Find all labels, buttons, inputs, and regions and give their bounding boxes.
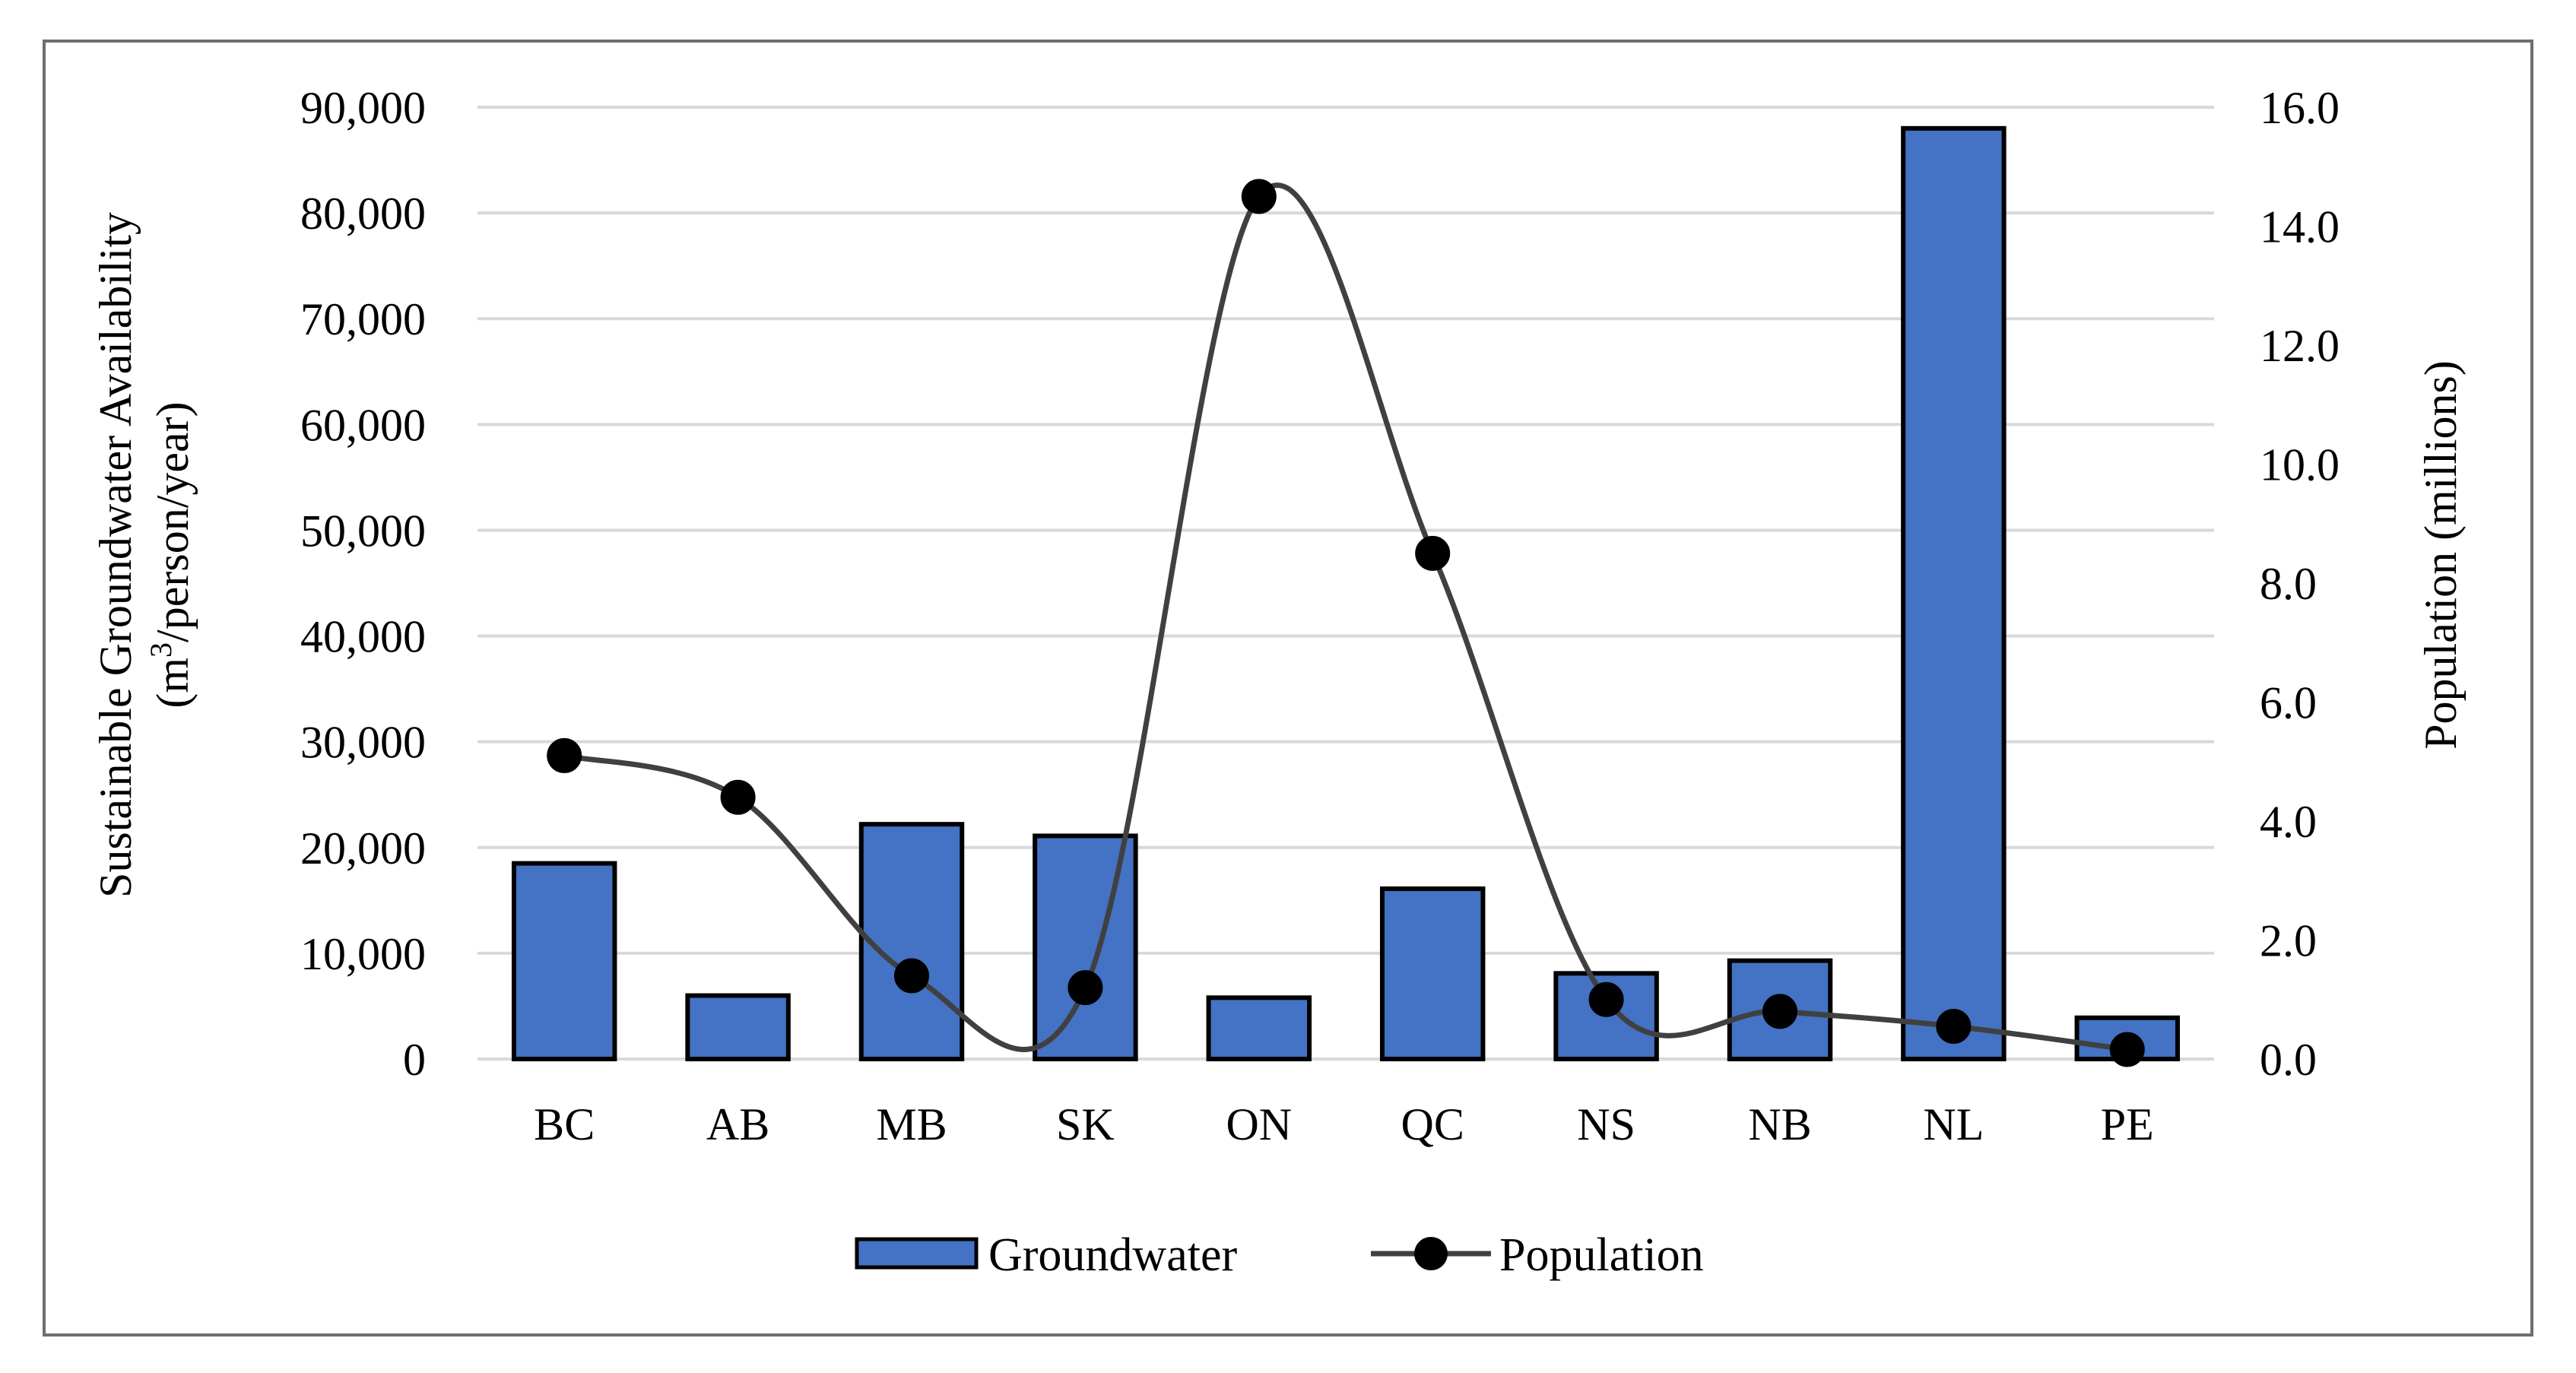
- legend-population-label: Population: [1499, 1229, 1704, 1281]
- bar-groundwater-on: [1206, 995, 1312, 1061]
- y-right-tick-label: 12.0: [2260, 321, 2340, 371]
- y-left-tick-label: 90,000: [300, 83, 426, 133]
- bar-groundwater-qc: [1379, 886, 1486, 1062]
- legend-groundwater-label: Groundwater: [988, 1229, 1237, 1281]
- y-right-tick-label: 4.0: [2260, 797, 2317, 847]
- y-right-tick-label: 2.0: [2260, 916, 2317, 966]
- y-left-tick-label: 10,000: [300, 929, 426, 979]
- y-left-axis-title-prefix: (m: [148, 658, 198, 709]
- bar-groundwater-bc: [511, 861, 617, 1061]
- marker-population-nb: [1762, 994, 1797, 1029]
- bar-groundwater-ab: [685, 993, 791, 1061]
- bar-groundwater-mb: [858, 822, 965, 1061]
- x-tick-label-qc: QC: [1401, 1099, 1464, 1149]
- x-tick-label-ns: NS: [1577, 1099, 1635, 1149]
- y-right-tick-label: 14.0: [2260, 202, 2340, 252]
- y-left-axis-title-line1: Sustainable Groundwater Availability: [90, 212, 141, 898]
- y-right-tick-label: 16.0: [2260, 83, 2340, 133]
- y-right-tick-label: 8.0: [2260, 559, 2317, 609]
- y-left-tick-label: 80,000: [300, 189, 426, 239]
- x-tick-label-nl: NL: [1923, 1099, 1984, 1149]
- x-tick-labels: BC AB MB SK ON QC NS NB NL PE: [534, 1099, 2154, 1149]
- population-line: [563, 182, 2128, 1052]
- x-tick-label-pe: PE: [2101, 1099, 2154, 1149]
- marker-population-mb: [894, 958, 929, 994]
- x-tick-label-nb: NB: [1748, 1099, 1811, 1149]
- marker-population-qc: [1415, 535, 1451, 571]
- x-tick-label-on: ON: [1226, 1099, 1292, 1149]
- y-left-tick-label: 60,000: [300, 400, 426, 450]
- legend-population-marker: [1414, 1237, 1448, 1270]
- population-line-layer: [563, 182, 2128, 1052]
- x-tick-label-bc: BC: [534, 1099, 595, 1149]
- marker-population-pe: [2109, 1032, 2145, 1067]
- y-left-axis-title-line2: (m3/person/year): [144, 401, 198, 708]
- y-left-tick-label: 30,000: [300, 718, 426, 768]
- y-right-tick-label: 6.0: [2260, 678, 2317, 728]
- chart: 0 10,000 20,000 30,000 40,000 50,000 60,000 70,…: [90, 83, 2466, 1281]
- marker-population-sk: [1068, 970, 1103, 1006]
- x-tick-label-ab: AB: [706, 1099, 769, 1149]
- markers: [547, 179, 2145, 1067]
- y-left-axis-title-superscript: 3: [144, 642, 178, 658]
- marker-population-on: [1241, 179, 1277, 214]
- y-left-tick-label: 50,000: [300, 506, 426, 556]
- marker-population-ab: [720, 779, 756, 815]
- y-right-tick-label: 0.0: [2260, 1035, 2317, 1085]
- y-left-tick-label: 70,000: [300, 294, 426, 344]
- legend-groundwater-swatch: [855, 1237, 979, 1270]
- y-right-axis-title: Population (millions): [2416, 360, 2466, 750]
- bar-groundwater-nl: [1901, 125, 2007, 1061]
- y-left-axis-title-suffix: /person/year): [148, 401, 198, 642]
- y-right-tick-labels: 0.0 2.0 4.0 6.0 8.0 10.0 12.0 14.0 16.0: [2260, 83, 2340, 1085]
- y-left-tick-labels: 0 10,000 20,000 30,000 40,000 50,000 60,000 70,…: [300, 83, 426, 1085]
- marker-population-ns: [1588, 981, 1624, 1017]
- x-tick-label-mb: MB: [876, 1099, 947, 1149]
- legend: Groundwater Population: [855, 1229, 1704, 1281]
- chart-frame: 0 10,000 20,000 30,000 40,000 50,000 60,000 70,…: [43, 40, 2533, 1337]
- y-left-tick-label: 0: [403, 1035, 426, 1085]
- y-right-tick-label: 10.0: [2260, 440, 2340, 490]
- y-left-tick-label: 20,000: [300, 823, 426, 874]
- marker-population-bc: [547, 737, 582, 773]
- gridlines: [477, 106, 2214, 1061]
- y-left-tick-label: 40,000: [300, 612, 426, 662]
- x-tick-label-sk: SK: [1056, 1099, 1115, 1149]
- marker-population-nl: [1936, 1008, 1972, 1044]
- bars: [511, 125, 2181, 1062]
